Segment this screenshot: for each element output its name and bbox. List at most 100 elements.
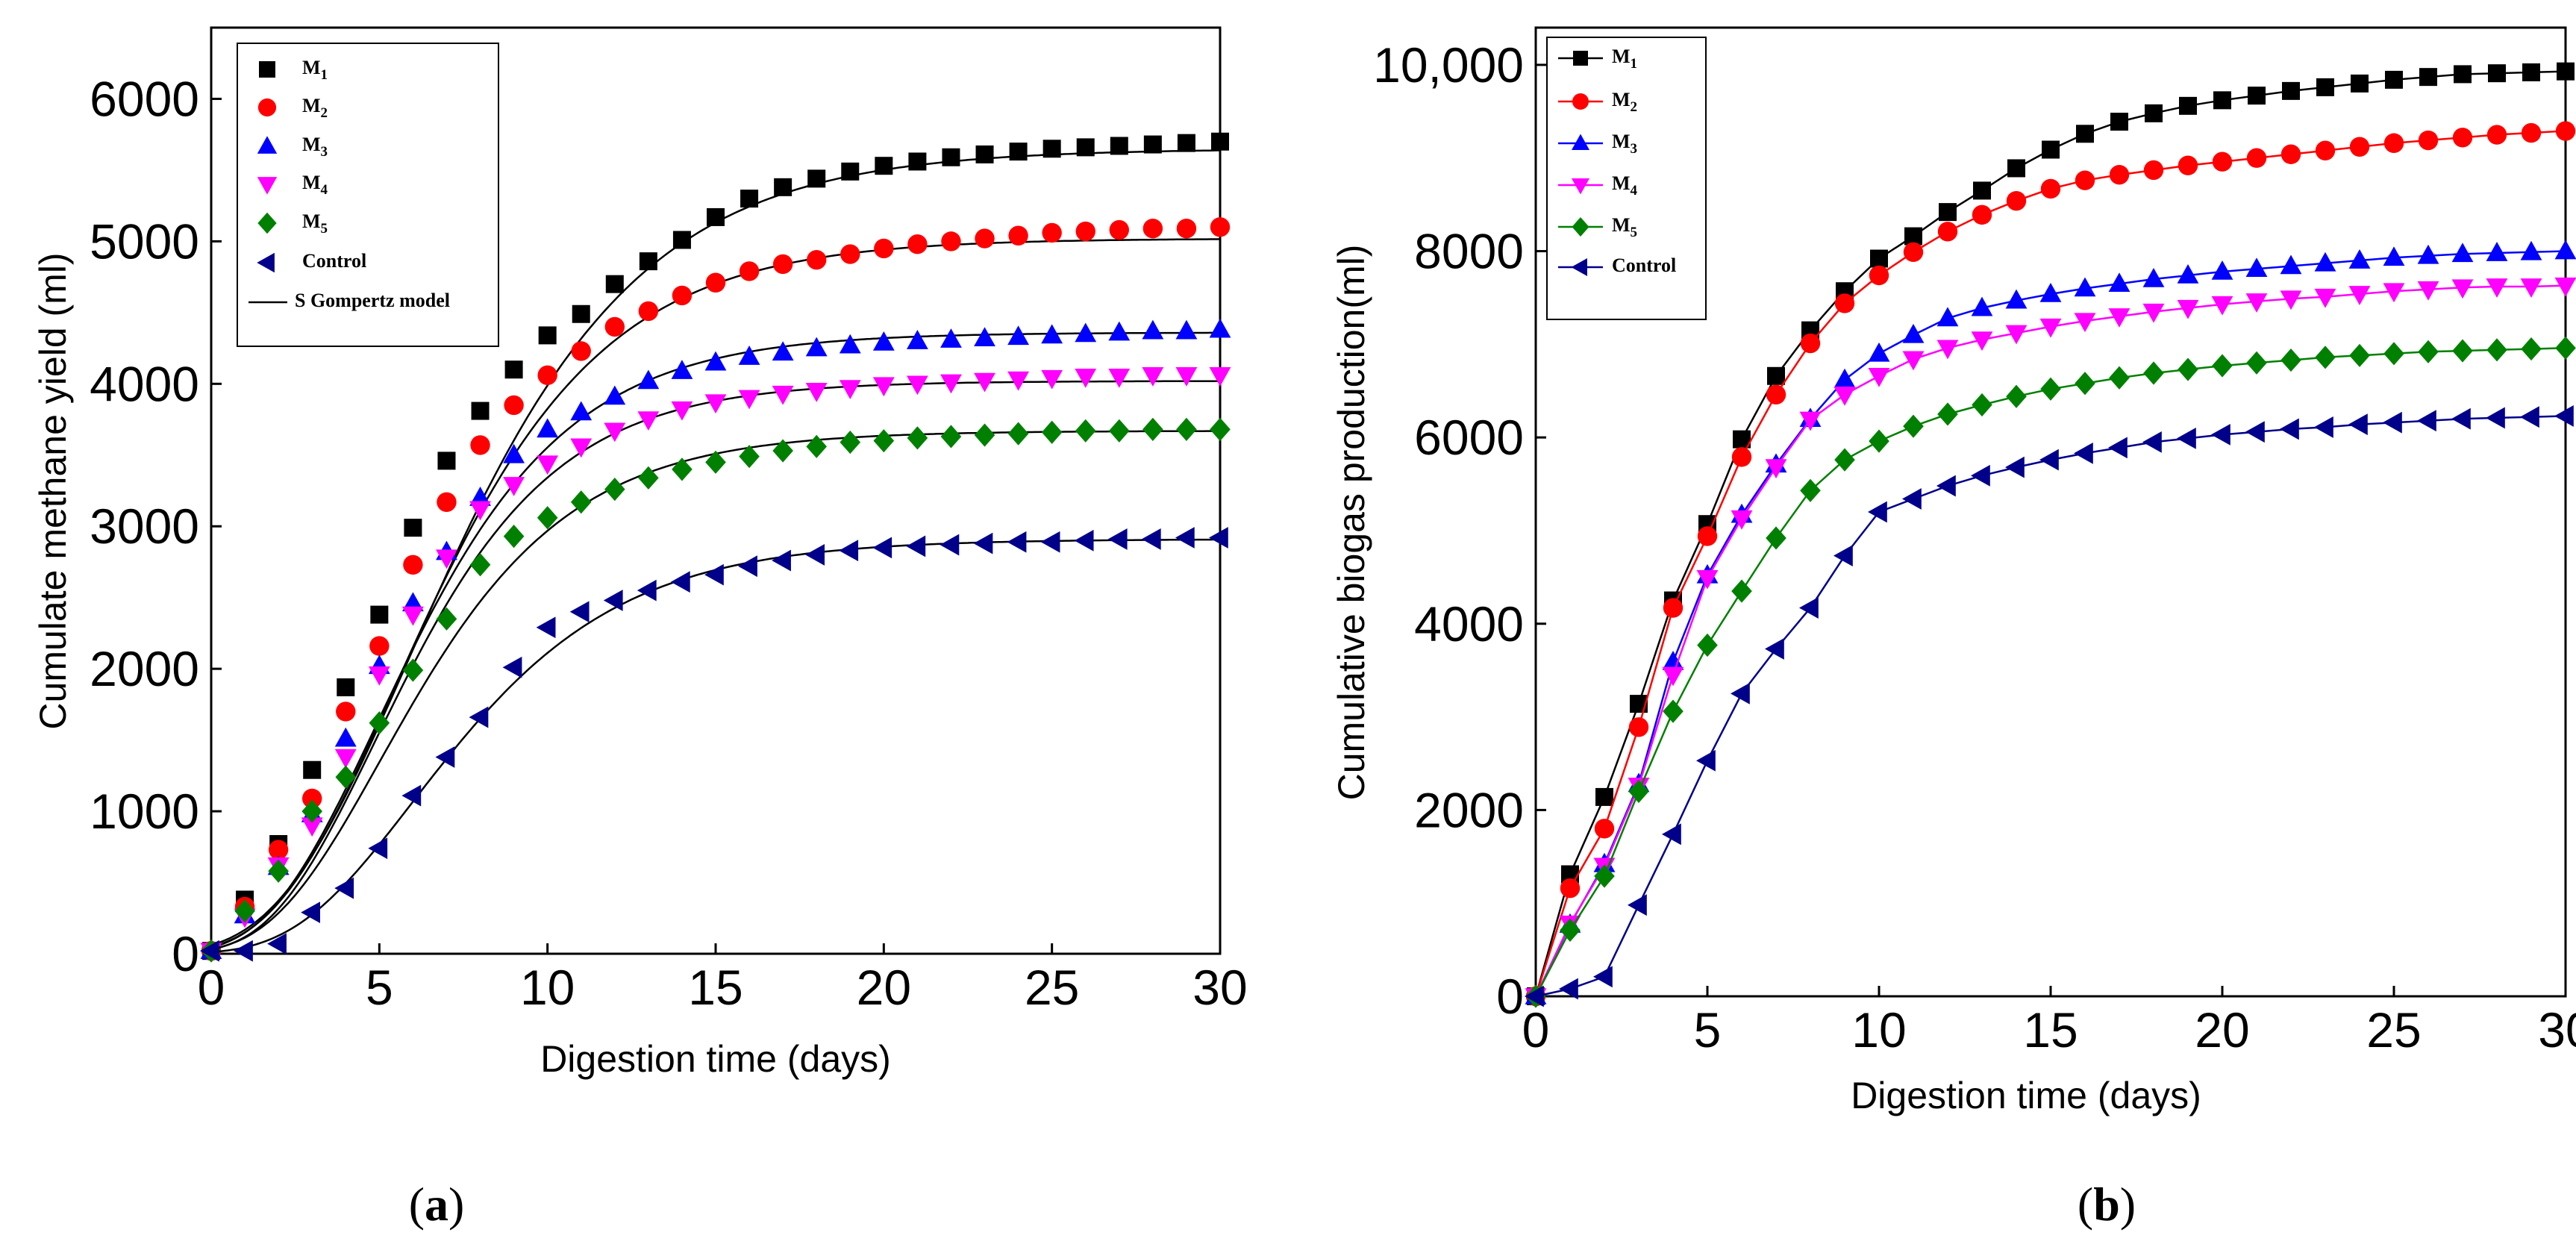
data-point bbox=[1697, 526, 1718, 546]
data-point bbox=[404, 519, 422, 537]
data-point bbox=[1833, 368, 1856, 388]
data-point bbox=[1902, 323, 1925, 343]
data-point bbox=[738, 346, 760, 365]
x-tick-label: 0 bbox=[198, 960, 225, 1015]
data-point bbox=[1628, 717, 1649, 737]
data-point bbox=[1075, 322, 1097, 343]
data-point bbox=[2520, 240, 2542, 260]
data-point bbox=[2383, 133, 2404, 153]
data-point bbox=[2006, 384, 2027, 408]
x-tick-label: 15 bbox=[688, 960, 743, 1015]
data-point bbox=[1042, 140, 1061, 158]
series-line bbox=[1534, 347, 2566, 997]
data-point bbox=[739, 445, 760, 469]
data-point bbox=[1142, 319, 1164, 340]
data-point bbox=[301, 817, 323, 837]
data-point bbox=[1177, 134, 1195, 152]
data-point bbox=[806, 434, 827, 458]
data-point bbox=[536, 616, 556, 639]
data-point bbox=[637, 579, 657, 602]
data-point bbox=[605, 275, 624, 293]
series-control-a bbox=[200, 527, 1228, 962]
data-point bbox=[940, 374, 962, 394]
legend-label-m2: M2 bbox=[1612, 89, 1637, 115]
series-control-b bbox=[1525, 405, 2574, 1007]
data-point bbox=[1175, 367, 1198, 387]
data-point bbox=[2316, 78, 2334, 96]
gompertz-fit-curve bbox=[210, 430, 1220, 951]
data-point bbox=[1868, 501, 1887, 523]
data-point bbox=[2005, 289, 2028, 309]
data-point bbox=[1109, 419, 1130, 443]
data-point bbox=[2282, 81, 2300, 100]
x-tick-label: 15 bbox=[2023, 1002, 2078, 1057]
data-point bbox=[1628, 894, 1647, 916]
data-point bbox=[707, 207, 725, 226]
data-point bbox=[1697, 633, 1718, 657]
legend-box-a bbox=[237, 43, 499, 347]
data-point bbox=[942, 148, 960, 166]
legend-label-control: Control bbox=[1612, 254, 1676, 276]
data-point bbox=[302, 788, 322, 809]
data-point bbox=[907, 426, 928, 450]
data-point bbox=[1731, 579, 1752, 603]
y-tick-label: 4000 bbox=[1414, 596, 1524, 652]
data-point bbox=[437, 492, 457, 512]
data-point bbox=[1731, 510, 1753, 530]
data-point bbox=[1143, 135, 1162, 154]
data-point bbox=[369, 711, 390, 735]
data-point bbox=[2417, 410, 2436, 432]
data-point bbox=[2245, 293, 2268, 313]
data-point bbox=[2451, 407, 2471, 430]
data-point bbox=[1765, 638, 1784, 660]
data-point bbox=[570, 438, 593, 458]
y-tick-label: 6000 bbox=[90, 71, 199, 126]
y-axis-title-a: Cumulate methane yield (ml) bbox=[32, 252, 74, 729]
data-point bbox=[672, 457, 693, 481]
data-point bbox=[436, 549, 457, 569]
data-point bbox=[1142, 219, 1163, 239]
chart-panel-b: Digestion time (days) Cumulative biogas … bbox=[1331, 26, 2576, 1231]
data-point bbox=[1211, 132, 1229, 151]
data-point bbox=[839, 540, 859, 562]
data-point bbox=[1041, 369, 1063, 390]
data-point bbox=[469, 487, 491, 506]
data-point bbox=[907, 234, 928, 254]
data-point bbox=[2177, 428, 2196, 449]
data-point bbox=[1076, 138, 1095, 157]
data-point bbox=[638, 466, 659, 490]
data-point bbox=[470, 435, 490, 455]
data-point bbox=[2211, 260, 2233, 280]
data-point bbox=[1662, 650, 1684, 670]
data-point bbox=[873, 429, 895, 453]
data-point bbox=[2280, 254, 2302, 275]
data-point bbox=[772, 254, 793, 275]
data-point bbox=[2005, 325, 2028, 345]
data-point bbox=[2520, 406, 2539, 428]
data-point bbox=[337, 678, 355, 696]
data-point bbox=[2315, 346, 2336, 369]
data-point bbox=[974, 372, 995, 393]
data-point bbox=[504, 395, 524, 416]
data-point bbox=[502, 656, 522, 678]
data-point bbox=[639, 252, 657, 271]
data-point bbox=[2454, 65, 2472, 84]
data-point bbox=[2142, 303, 2165, 323]
data-point bbox=[1799, 411, 1822, 431]
data-point bbox=[402, 658, 424, 682]
data-point bbox=[671, 360, 693, 379]
data-point bbox=[301, 799, 322, 823]
data-point bbox=[1176, 219, 1197, 239]
data-point bbox=[2248, 87, 2266, 105]
data-point bbox=[604, 385, 626, 405]
data-point bbox=[2314, 251, 2336, 272]
data-point bbox=[740, 190, 759, 208]
legend-label-control: Control bbox=[302, 250, 366, 272]
data-point bbox=[334, 749, 357, 769]
data-point bbox=[571, 341, 591, 361]
legend-marker bbox=[1572, 134, 1589, 150]
data-point bbox=[670, 571, 690, 593]
data-point bbox=[369, 636, 390, 656]
data-point bbox=[2177, 263, 2199, 284]
panel-label-a: (a) bbox=[409, 1178, 465, 1231]
